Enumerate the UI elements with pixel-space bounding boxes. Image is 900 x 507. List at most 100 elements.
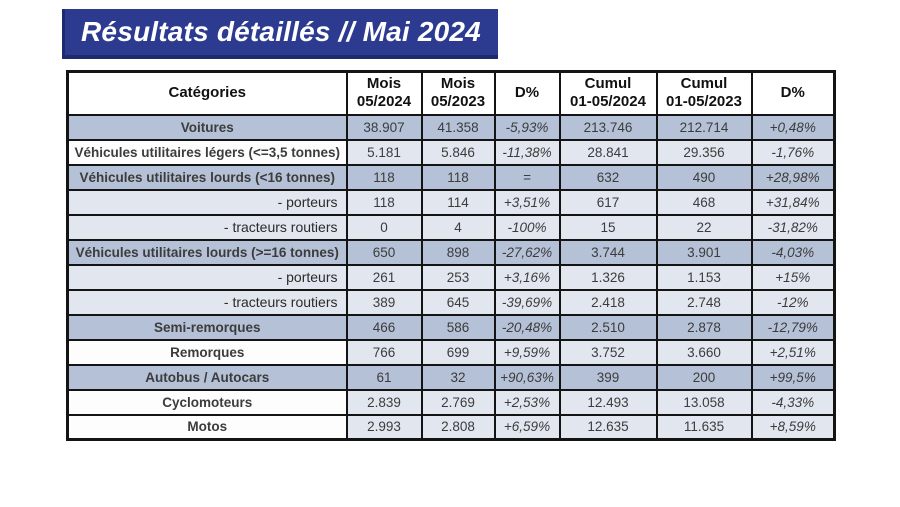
delta-percent-cell: -12% [750,288,836,316]
delta-percent-cell: -12,79% [750,313,836,341]
value-cell: 2.510 [558,313,658,341]
delta-percent-cell: +99,5% [750,363,836,391]
table-row: Voitures 38.907 41.358 -5,93% 213.746 212.714… [66,113,836,141]
category-cell: Voitures [66,113,348,141]
value-cell: 490 [655,163,753,191]
category-cell: Véhicules utilitaires légers (<=3,5 tonn… [66,138,348,166]
value-cell: 15 [558,213,658,241]
value-cell: 650 [345,238,423,266]
value-cell: 2.769 [420,388,496,416]
header-cumul-2024: Cumul 01-05/2024 [558,70,658,116]
table-row: Cyclomoteurs 2.839 2.769 +2,53% 12.493 13.058… [66,388,836,416]
delta-percent-cell: -27,62% [493,238,561,266]
header-delta-month: D% [493,70,561,116]
results-table: Catégories Mois 05/2024 Mois 05/2023 D% … [66,70,836,441]
header-categories: Catégories [66,70,348,116]
delta-percent-cell: -11,38% [493,138,561,166]
value-cell: 586 [420,313,496,341]
value-cell: 118 [345,188,423,216]
value-cell: 2.993 [345,413,423,441]
delta-percent-cell: -4,03% [750,238,836,266]
category-cell: - porteurs [66,263,348,291]
delta-percent-cell: +90,63% [493,363,561,391]
table-row: - tracteurs routiers 0 4 -100% 15 22 -31,82% [66,213,836,241]
delta-percent-cell: +2,51% [750,338,836,366]
value-cell: 11.635 [655,413,753,441]
value-cell: 2.748 [655,288,753,316]
title-banner: Résultats détaillés // Mai 2024 [62,9,498,59]
category-cell: Véhicules utilitaires lourds (>=16 tonne… [66,238,348,266]
value-cell: 118 [420,163,496,191]
category-cell: - porteurs [66,188,348,216]
value-cell: 3.901 [655,238,753,266]
value-cell: 466 [345,313,423,341]
value-cell: 5.846 [420,138,496,166]
category-cell: Autobus / Autocars [66,363,348,391]
delta-percent-cell: +0,48% [750,113,836,141]
value-cell: 766 [345,338,423,366]
table-row: Véhicules utilitaires légers (<=3,5 tonn… [66,138,836,166]
delta-percent-cell: +6,59% [493,413,561,441]
value-cell: 399 [558,363,658,391]
delta-percent-cell: +3,16% [493,263,561,291]
table-row: Semi-remorques 466 586 -20,48% 2.510 2.878 -12… [66,313,836,341]
delta-percent-cell: -31,82% [750,213,836,241]
value-cell: 3.660 [655,338,753,366]
header-month-2023: Mois 05/2023 [420,70,496,116]
value-cell: 468 [655,188,753,216]
delta-percent-cell: +31,84% [750,188,836,216]
category-cell: - tracteurs routiers [66,288,348,316]
value-cell: 617 [558,188,658,216]
value-cell: 13.058 [655,388,753,416]
table-row: - porteurs 261 253 +3,16% 1.326 1.153 +15% [66,263,836,291]
header-month-2024: Mois 05/2024 [345,70,423,116]
value-cell: 61 [345,363,423,391]
value-cell: 22 [655,213,753,241]
value-cell: 118 [345,163,423,191]
value-cell: 200 [655,363,753,391]
value-cell: 632 [558,163,658,191]
category-cell: - tracteurs routiers [66,213,348,241]
value-cell: 28.841 [558,138,658,166]
delta-percent-cell: -39,69% [493,288,561,316]
category-cell: Cyclomoteurs [66,388,348,416]
value-cell: 1.153 [655,263,753,291]
delta-percent-cell: = [493,163,561,191]
value-cell: 41.358 [420,113,496,141]
category-cell: Motos [66,413,348,441]
value-cell: 2.839 [345,388,423,416]
value-cell: 5.181 [345,138,423,166]
value-cell: 699 [420,338,496,366]
table-row: Motos 2.993 2.808 +6,59% 12.635 11.635 +8,59% [66,413,836,441]
delta-percent-cell: +8,59% [750,413,836,441]
value-cell: 2.878 [655,313,753,341]
header-cumul-2023: Cumul 01-05/2023 [655,70,753,116]
value-cell: 12.493 [558,388,658,416]
table-row: Véhicules utilitaires lourds (<16 tonnes… [66,163,836,191]
table-row: - tracteurs routiers 389 645 -39,69% 2.418 2.… [66,288,836,316]
table-row: Autobus / Autocars 61 32 +90,63% 399 200 +99,5… [66,363,836,391]
delta-percent-cell: +3,51% [493,188,561,216]
value-cell: 4 [420,213,496,241]
value-cell: 1.326 [558,263,658,291]
value-cell: 645 [420,288,496,316]
value-cell: 389 [345,288,423,316]
value-cell: 12.635 [558,413,658,441]
header-row: Catégories Mois 05/2024 Mois 05/2023 D% … [66,70,836,116]
delta-percent-cell: -5,93% [493,113,561,141]
delta-percent-cell: -1,76% [750,138,836,166]
value-cell: 38.907 [345,113,423,141]
header-delta-cumul: D% [750,70,836,116]
value-cell: 0 [345,213,423,241]
delta-percent-cell: +28,98% [750,163,836,191]
category-cell: Semi-remorques [66,313,348,341]
value-cell: 898 [420,238,496,266]
table-row: Véhicules utilitaires lourds (>=16 tonne… [66,238,836,266]
value-cell: 253 [420,263,496,291]
value-cell: 32 [420,363,496,391]
delta-percent-cell: -100% [493,213,561,241]
value-cell: 2.808 [420,413,496,441]
value-cell: 3.744 [558,238,658,266]
delta-percent-cell: -20,48% [493,313,561,341]
value-cell: 114 [420,188,496,216]
